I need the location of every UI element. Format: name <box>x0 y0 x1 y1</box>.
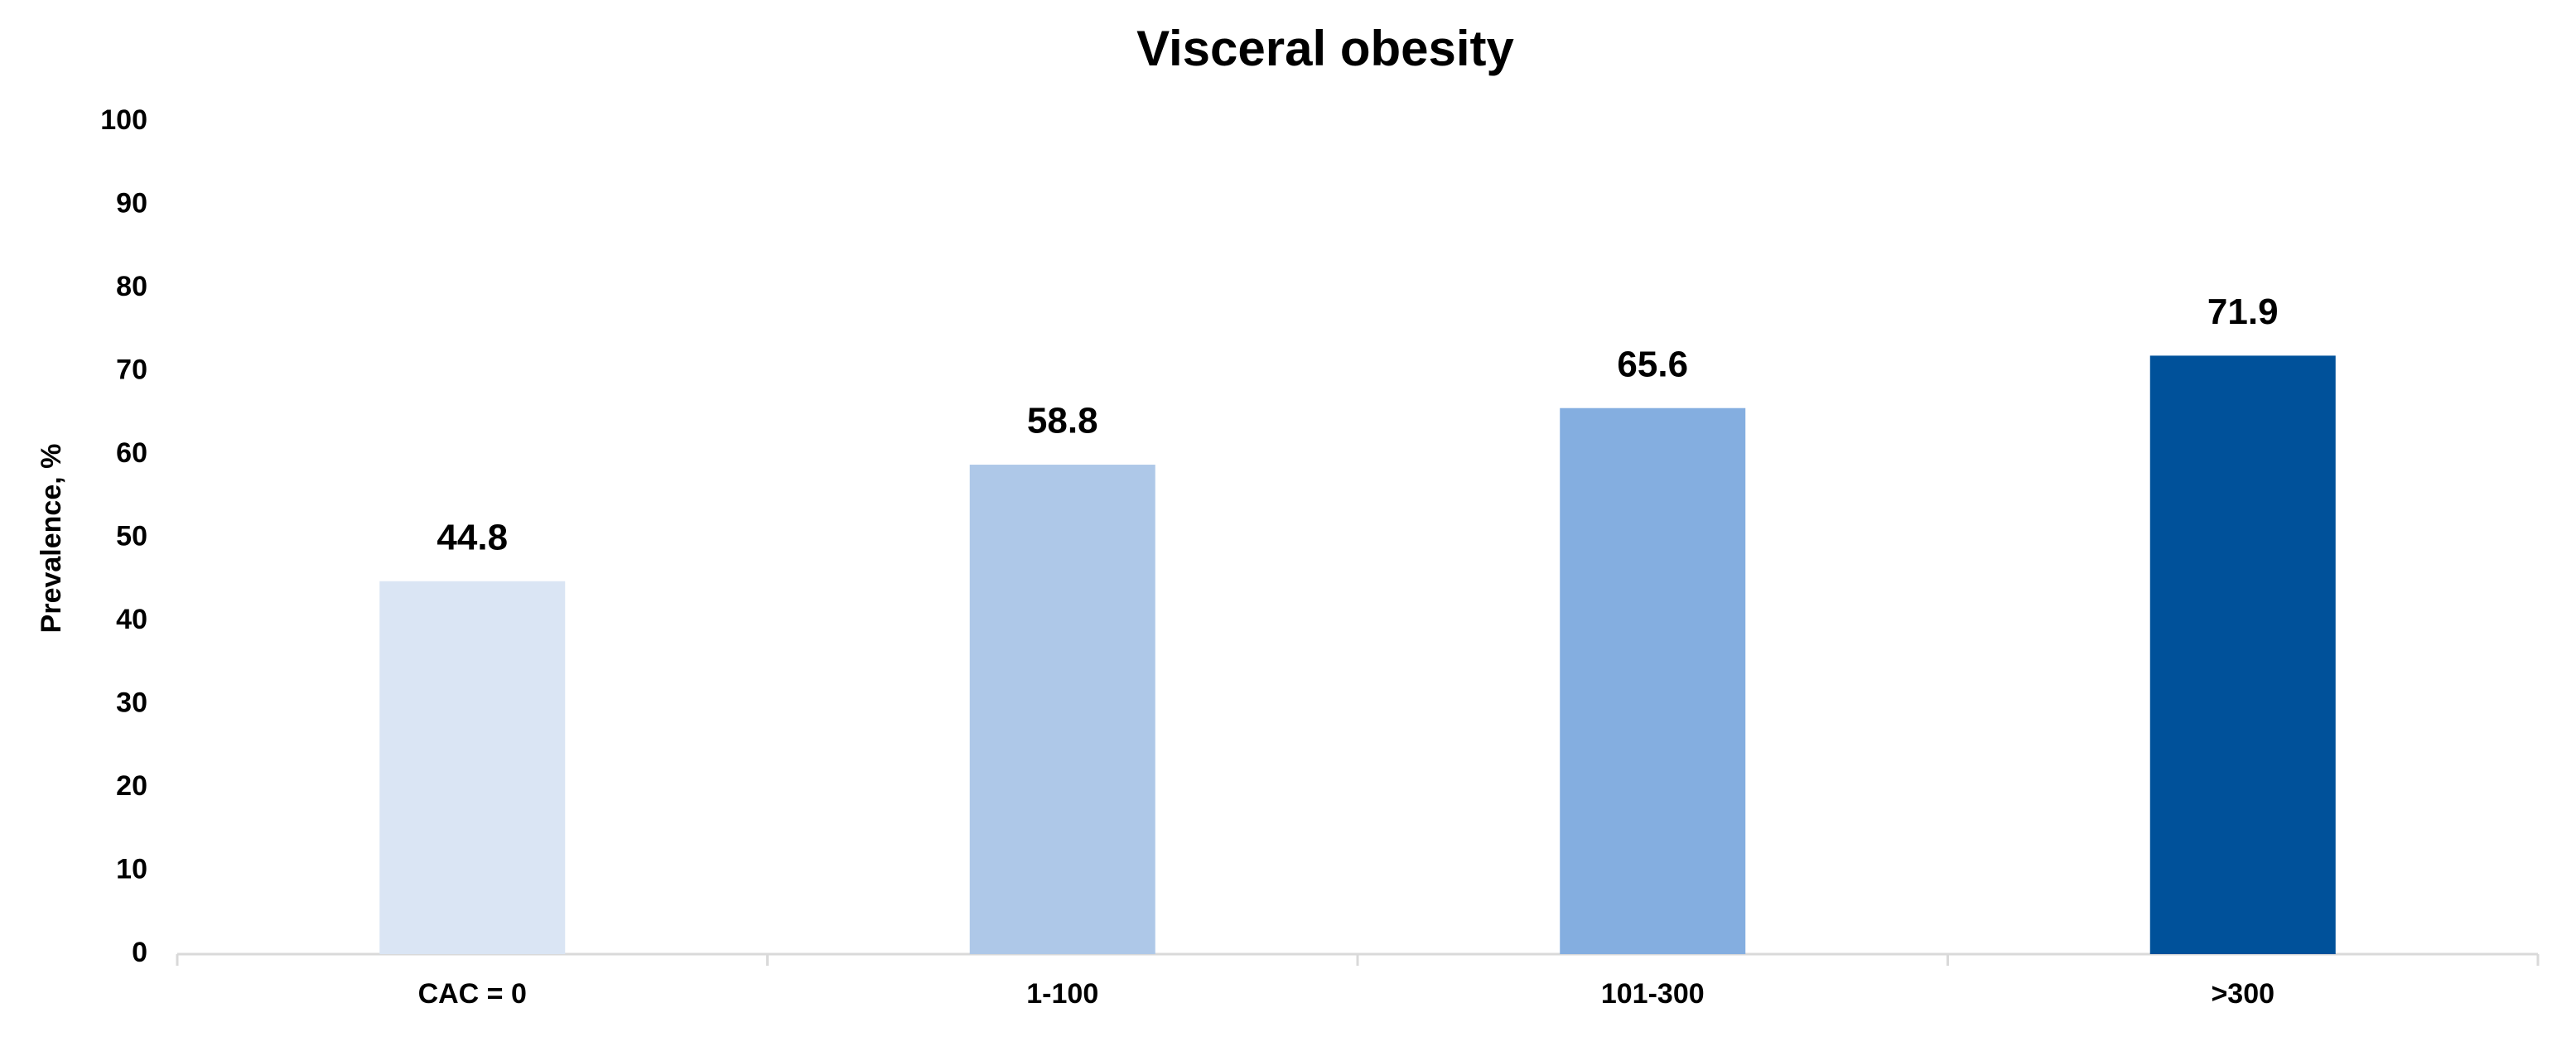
value-label: 71.9 <box>2207 292 2279 332</box>
value-label: 44.8 <box>437 517 508 557</box>
bar <box>2149 355 2336 954</box>
y-tick-label: 10 <box>116 853 147 885</box>
value-label: 58.8 <box>1027 401 1098 441</box>
y-tick-label: 80 <box>116 271 147 302</box>
bar <box>1560 407 1746 955</box>
y-tick-label: 20 <box>116 770 147 802</box>
bar <box>379 581 566 954</box>
y-tick-label: 60 <box>116 437 147 469</box>
y-tick-label: 30 <box>116 687 147 718</box>
y-tick-label: 90 <box>116 187 147 219</box>
x-tick-label: CAC = 0 <box>418 978 527 1010</box>
y-tick-label: 50 <box>116 520 147 552</box>
chart-title: Visceral obesity <box>1136 21 1514 76</box>
x-tick-label: 101-300 <box>1601 978 1705 1010</box>
y-tick-label: 0 <box>132 937 147 968</box>
x-tick-label: 1-100 <box>1026 978 1098 1010</box>
y-tick-label: 70 <box>116 354 147 385</box>
x-tick-label: >300 <box>2211 978 2275 1010</box>
y-axis-label: Prevalence, % <box>36 444 67 634</box>
value-label: 65.6 <box>1617 344 1688 384</box>
y-tick-label: 100 <box>100 104 147 136</box>
bar <box>969 465 1155 954</box>
y-tick-label: 40 <box>116 604 147 635</box>
